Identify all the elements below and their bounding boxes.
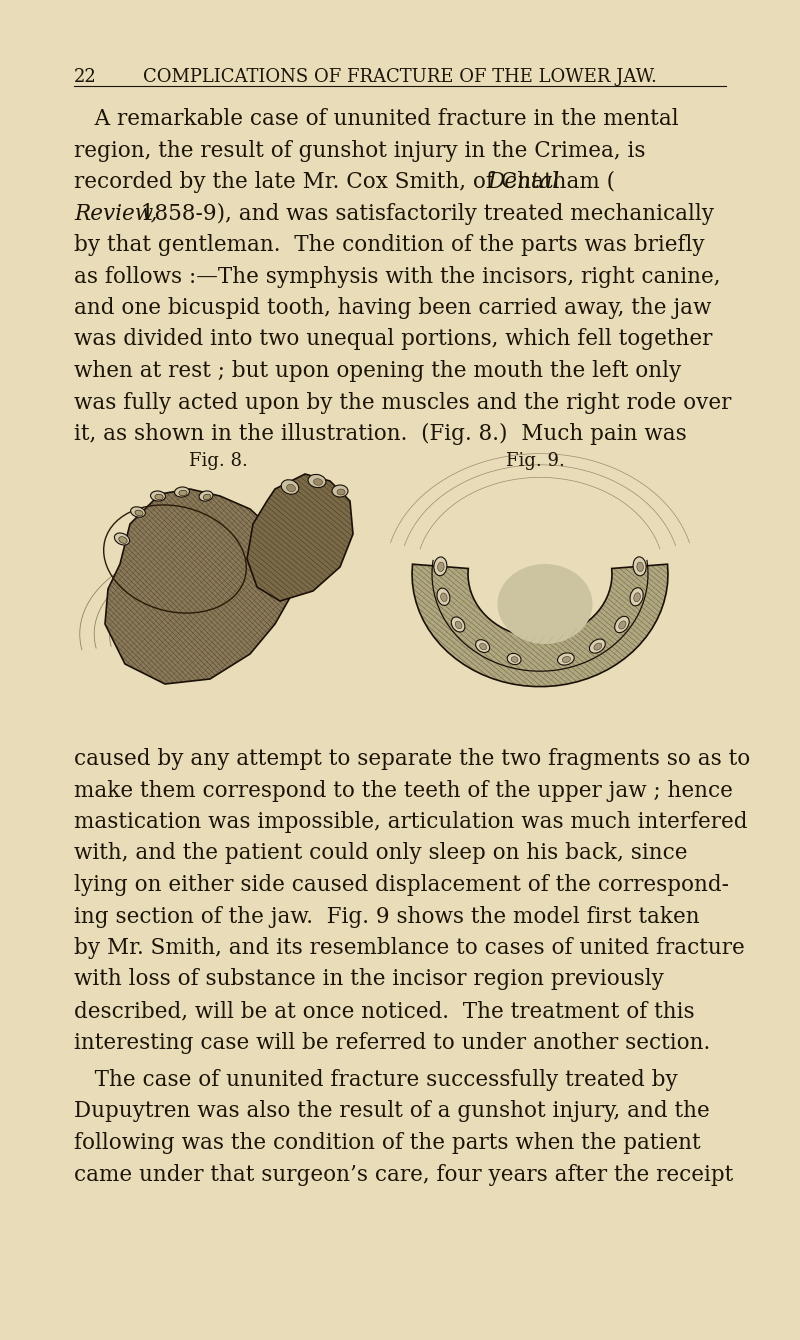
Ellipse shape [558, 653, 574, 665]
Ellipse shape [498, 564, 593, 645]
Text: by Mr. Smith, and its resemblance to cases of united fracture: by Mr. Smith, and its resemblance to cas… [74, 937, 745, 959]
Ellipse shape [633, 557, 646, 576]
Ellipse shape [135, 511, 143, 516]
Ellipse shape [155, 494, 163, 500]
Ellipse shape [618, 620, 626, 628]
Ellipse shape [434, 557, 447, 576]
Ellipse shape [511, 657, 518, 662]
Ellipse shape [451, 616, 465, 632]
Text: ing section of the jaw.  Fig. 9 shows the model first taken: ing section of the jaw. Fig. 9 shows the… [74, 906, 700, 927]
Text: Dental: Dental [488, 172, 560, 193]
Text: region, the result of gunshot injury in the Crimea, is: region, the result of gunshot injury in … [74, 139, 646, 162]
Ellipse shape [337, 489, 345, 494]
Text: caused by any attempt to separate the two fragments so as to: caused by any attempt to separate the tw… [74, 748, 750, 770]
Text: by that gentleman.  The condition of the parts was briefly: by that gentleman. The condition of the … [74, 234, 705, 256]
Text: when at rest ; but upon opening the mouth the left only: when at rest ; but upon opening the mout… [74, 360, 682, 382]
Text: as follows :—The symphysis with the incisors, right canine,: as follows :—The symphysis with the inci… [74, 265, 721, 288]
Text: was fully acted upon by the muscles and the right rode over: was fully acted upon by the muscles and … [74, 391, 731, 414]
Polygon shape [105, 489, 292, 683]
Text: recorded by the late Mr. Cox Smith, of Chatham (: recorded by the late Mr. Cox Smith, of C… [74, 172, 615, 193]
Text: described, will be at once noticed.  The treatment of this: described, will be at once noticed. The … [74, 1000, 694, 1022]
Text: 1858-9), and was satisfactorily treated mechanically: 1858-9), and was satisfactorily treated … [134, 202, 714, 225]
Ellipse shape [150, 490, 166, 501]
Polygon shape [247, 474, 353, 602]
Text: Dupuytren was also the result of a gunshot injury, and the: Dupuytren was also the result of a gunsh… [74, 1100, 710, 1123]
Ellipse shape [179, 490, 187, 496]
Text: and one bicuspid tooth, having been carried away, the jaw: and one bicuspid tooth, having been carr… [74, 297, 711, 319]
Ellipse shape [314, 478, 322, 485]
Ellipse shape [282, 480, 298, 494]
Text: with loss of substance in the incisor region previously: with loss of substance in the incisor re… [74, 969, 664, 990]
Ellipse shape [130, 507, 146, 517]
Ellipse shape [438, 563, 444, 572]
Ellipse shape [437, 588, 450, 606]
Ellipse shape [562, 657, 570, 662]
Text: Fig. 8.: Fig. 8. [189, 452, 247, 470]
Ellipse shape [637, 561, 643, 572]
Text: came under that surgeon’s care, four years after the receipt: came under that surgeon’s care, four yea… [74, 1163, 734, 1186]
Ellipse shape [308, 474, 326, 488]
Ellipse shape [203, 494, 211, 500]
Text: Review,: Review, [74, 202, 158, 225]
Text: was divided into two unequal portions, which fell together: was divided into two unequal portions, w… [74, 328, 712, 351]
Ellipse shape [174, 486, 190, 497]
Text: mastication was impossible, articulation was much interfered: mastication was impossible, articulation… [74, 811, 747, 833]
Text: make them correspond to the teeth of the upper jaw ; hence: make them correspond to the teeth of the… [74, 780, 733, 801]
Text: following was the condition of the parts when the patient: following was the condition of the parts… [74, 1132, 701, 1154]
Text: COMPLICATIONS OF FRACTURE OF THE LOWER JAW.: COMPLICATIONS OF FRACTURE OF THE LOWER J… [143, 68, 657, 86]
Text: with, and the patient could only sleep on his back, since: with, and the patient could only sleep o… [74, 843, 687, 864]
Ellipse shape [507, 654, 521, 665]
Ellipse shape [594, 643, 602, 650]
Ellipse shape [480, 643, 486, 650]
Ellipse shape [441, 592, 447, 602]
Text: A remarkable case of ununited fracture in the mental: A remarkable case of ununited fracture i… [74, 109, 678, 130]
Text: lying on either side caused displacement of the correspond-: lying on either side caused displacement… [74, 874, 729, 896]
Ellipse shape [199, 490, 213, 501]
Text: 22: 22 [74, 68, 97, 86]
Ellipse shape [455, 622, 462, 628]
Ellipse shape [590, 639, 606, 653]
Ellipse shape [286, 484, 295, 492]
Text: interesting case will be referred to under another section.: interesting case will be referred to und… [74, 1032, 710, 1053]
Ellipse shape [614, 616, 629, 632]
Polygon shape [412, 564, 668, 686]
Ellipse shape [119, 537, 127, 543]
Text: Fig. 9.: Fig. 9. [506, 452, 565, 470]
Ellipse shape [114, 533, 130, 545]
Ellipse shape [634, 592, 640, 602]
Ellipse shape [475, 639, 490, 653]
Text: it, as shown in the illustration.  (Fig. 8.)  Much pain was: it, as shown in the illustration. (Fig. … [74, 423, 686, 445]
Ellipse shape [332, 485, 348, 497]
Ellipse shape [630, 588, 643, 606]
Text: The case of ununited fracture successfully treated by: The case of ununited fracture successful… [74, 1069, 678, 1091]
